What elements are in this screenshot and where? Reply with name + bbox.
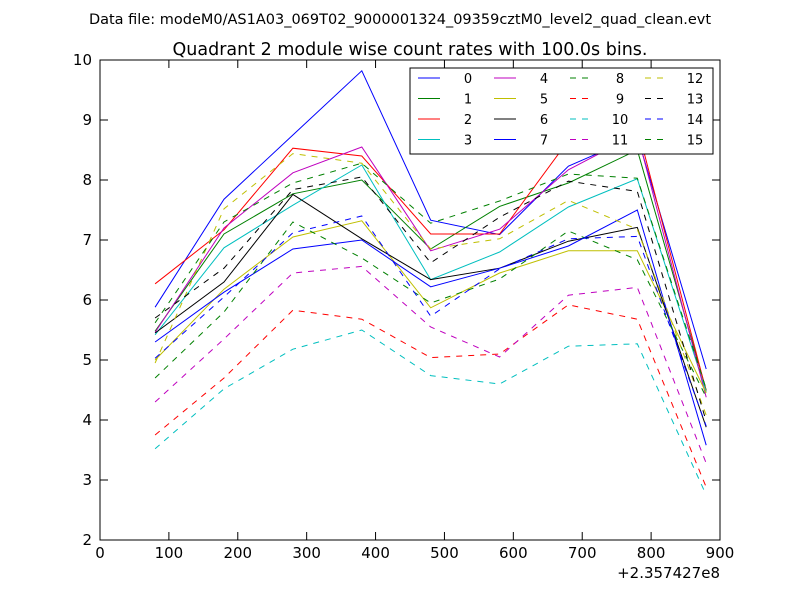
legend-label: 5 [540,93,548,108]
legend-label: 8 [616,72,624,87]
y-tick-label: 7 [82,231,92,249]
series-line-5 [154,220,707,394]
legend-label: 7 [540,134,548,149]
legend-label: 13 [687,93,704,108]
legend-label: 15 [687,134,704,149]
legend-label: 9 [616,93,624,108]
x-tick-label: 300 [292,544,321,562]
series-line-12 [154,153,707,416]
series-line-6 [154,193,707,428]
legend-label: 4 [540,72,548,87]
legend-label: 10 [612,113,629,128]
series-line-8 [154,221,707,398]
x-tick-label: 200 [223,544,252,562]
y-tick-label: 9 [82,111,92,129]
x-tick-label: 0 [95,544,105,562]
series-line-11 [154,265,707,464]
x-tick-label: 700 [568,544,597,562]
x-tick-label: 800 [637,544,666,562]
legend-label: 6 [540,113,548,128]
series-line-14 [154,215,707,427]
x-tick-label: 400 [361,544,390,562]
y-tick-label: 6 [82,291,92,309]
y-tick-label: 2 [82,531,92,549]
y-tick-label: 3 [82,471,92,489]
series-line-7 [154,209,707,446]
plot-frame [99,59,721,541]
series-line-15 [154,162,707,389]
legend-label: 0 [464,72,472,87]
chart-suptitle: Data file: modeM0/AS1A03_069T02_90000013… [89,12,711,28]
y-tick-label: 4 [82,411,92,429]
y-tick-label: 8 [82,171,92,189]
x-tick-label: 900 [706,544,735,562]
legend-label: 1 [464,93,472,108]
series-line-13 [154,176,707,422]
legend-label: 2 [464,113,472,128]
legend-box [409,67,714,155]
y-tick-label: 10 [73,51,92,69]
y-tick-label: 5 [82,351,92,369]
legend-label: 3 [464,134,472,149]
legend-label: 12 [687,72,704,87]
chart-title: Quadrant 2 module wise count rates with … [173,40,648,60]
x-tick-label: 600 [499,544,528,562]
legend-label: 14 [687,113,704,128]
legend-label: 11 [612,134,629,149]
x-tick-label: 100 [155,544,184,562]
x-offset-label: +2.357427e8 [617,564,720,582]
series-line-10 [154,329,707,496]
x-tick-label: 500 [430,544,459,562]
series-line-9 [154,304,707,488]
series-layer [154,69,707,496]
